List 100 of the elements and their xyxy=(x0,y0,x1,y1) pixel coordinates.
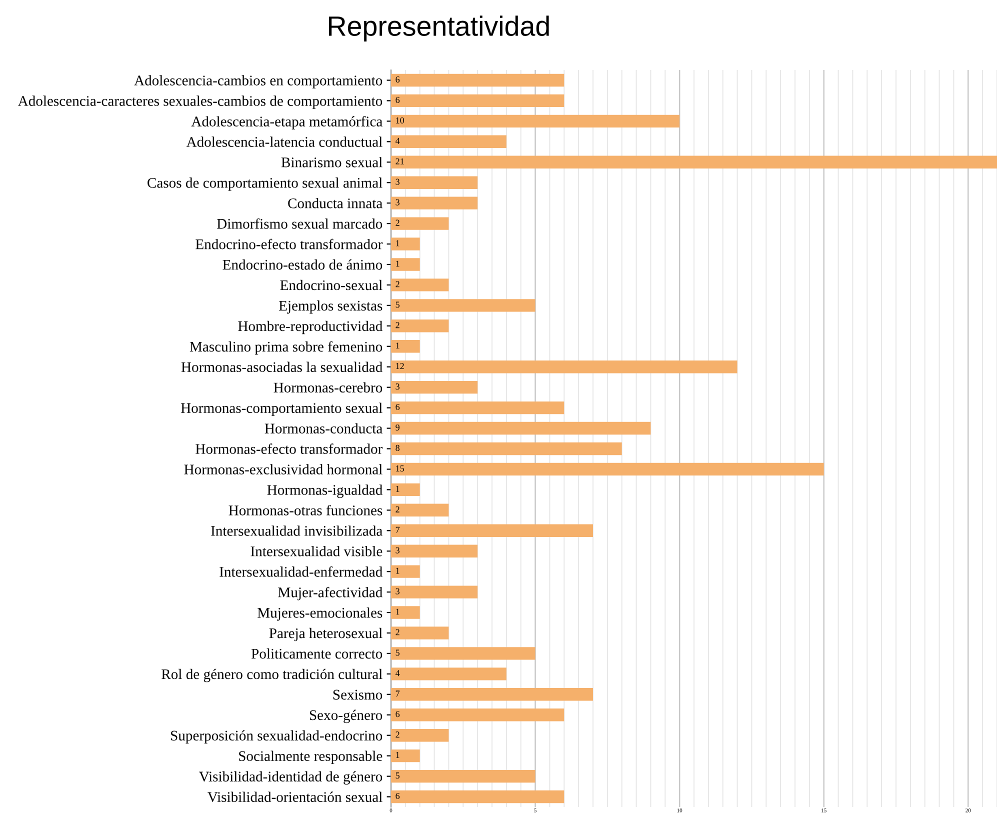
data-label: 3 xyxy=(396,547,400,554)
bar xyxy=(391,135,506,148)
y-tick-label: Conducta innata xyxy=(288,198,382,208)
data-label: 1 xyxy=(396,486,400,492)
data-label: 1 xyxy=(396,240,400,246)
data-label: 3 xyxy=(396,384,400,390)
bar xyxy=(391,320,449,332)
data-label: 2 xyxy=(396,220,400,226)
y-tick-label: Binarismo sexual xyxy=(281,157,382,168)
data-label: 6 xyxy=(396,76,400,82)
data-label: 2 xyxy=(396,629,400,636)
data-label: 1 xyxy=(396,608,400,615)
bar xyxy=(391,462,824,476)
bar xyxy=(391,114,680,128)
y-tick-label: Hormonas-exclusividad hormonal xyxy=(184,464,382,474)
data-label: 3 xyxy=(396,199,400,206)
bar xyxy=(391,278,449,292)
bar xyxy=(391,258,420,271)
y-tick-label: Hormonas-conducta xyxy=(264,423,382,434)
bar xyxy=(391,380,478,394)
bar xyxy=(391,483,420,496)
y-tick-label: Adolescencia-cambios en comportamiento xyxy=(134,75,382,88)
bar xyxy=(391,504,449,516)
y-tick-label: Hormonas-comportamiento sexual xyxy=(180,402,382,416)
bar xyxy=(391,196,478,210)
bar xyxy=(391,156,997,168)
y-tick-label: Sexo-género xyxy=(310,710,382,724)
bar xyxy=(391,770,536,783)
data-label: 15 xyxy=(396,465,404,472)
bar xyxy=(391,360,738,374)
data-label: 7 xyxy=(396,526,400,533)
data-label: 1 xyxy=(396,260,400,267)
data-label: 5 xyxy=(396,650,400,656)
bar xyxy=(391,74,564,87)
bar xyxy=(391,238,420,250)
data-label: 10 xyxy=(396,117,404,124)
y-tick-label: Adolescencia-latencia conductual xyxy=(186,136,382,147)
y-tick-label: Mujeres-emocionales xyxy=(258,607,382,621)
data-label: 3 xyxy=(396,178,400,185)
data-label: 8 xyxy=(396,444,400,451)
data-label: 2 xyxy=(396,732,400,738)
bar xyxy=(391,606,420,619)
bar xyxy=(391,647,536,660)
bar xyxy=(391,544,478,558)
data-label: 2 xyxy=(396,322,400,328)
y-tick-label: Hormonas-efecto transformador xyxy=(196,444,383,454)
y-tick-label: Socialmente responsable xyxy=(239,750,382,764)
bar xyxy=(391,176,478,189)
y-tick-label: Rol de género como tradición cultural xyxy=(162,668,382,682)
bar xyxy=(391,729,449,742)
y-tick-label: Pareja heterosexual xyxy=(269,628,382,642)
data-label: 12 xyxy=(396,363,404,370)
y-tick-label: Intersexualidad-enfermedad xyxy=(220,566,382,577)
data-label: 2 xyxy=(396,506,400,512)
data-label: 6 xyxy=(396,792,400,800)
bar xyxy=(391,565,420,578)
y-tick-label: Casos de comportamiento sexual animal xyxy=(148,178,382,191)
y-tick-label: Hormonas-cerebro xyxy=(274,382,382,393)
data-label: 1 xyxy=(396,342,400,349)
y-tick-label: Intersexualidad visible xyxy=(250,546,382,556)
y-tick-label: Endocrino-sexual xyxy=(280,280,382,290)
bar xyxy=(391,401,564,414)
data-label: 6 xyxy=(396,404,400,410)
y-tick-label: Adolescencia-etapa metamórfica xyxy=(191,116,382,130)
bar xyxy=(391,422,651,435)
bar xyxy=(391,340,420,353)
y-tick-label: Mujer-afectividad xyxy=(278,586,382,600)
data-label: 3 xyxy=(396,588,400,594)
y-tick-label: Visibilidad-identidad de género xyxy=(199,771,382,785)
y-tick-label: Superposición sexualidad-endocrino xyxy=(171,730,382,744)
y-tick-label: Endocrino-estado de ánimo xyxy=(222,259,382,270)
y-tick-label: Politicamente correcto xyxy=(251,648,382,659)
bar xyxy=(391,524,593,537)
data-label: 6 xyxy=(396,711,400,718)
y-tick-label: Sexismo xyxy=(333,690,382,700)
bar xyxy=(391,217,449,230)
y-tick-label: Masculino prima sobre femenino xyxy=(190,341,382,355)
bar xyxy=(391,442,622,456)
y-tick-label: Hormonas-asociadas la sexualidad xyxy=(181,362,382,372)
data-label: 1 xyxy=(396,752,400,758)
bar xyxy=(391,94,564,108)
data-label: 21 xyxy=(396,158,404,164)
y-tick-label: Endocrino-efecto transformador xyxy=(196,238,383,250)
bar xyxy=(391,626,449,640)
data-label: 5 xyxy=(396,772,400,779)
data-label: 5 xyxy=(396,302,400,308)
data-label: 2 xyxy=(396,281,400,288)
bar xyxy=(391,790,564,804)
data-label: 4 xyxy=(396,138,400,144)
data-label: 1 xyxy=(396,568,400,574)
y-tick-label: Hormonas-otras funciones xyxy=(228,504,382,516)
bar xyxy=(391,586,478,598)
data-label: 7 xyxy=(396,690,400,697)
y-tick-label: Hombre-reproductividad xyxy=(238,320,382,334)
data-label: 4 xyxy=(396,670,400,676)
bar xyxy=(391,668,506,680)
y-tick-label: Dimorfismo sexual marcado xyxy=(217,218,382,229)
y-tick-label: Adolescencia-caracteres sexuales-cambios de comportamiento xyxy=(18,96,382,109)
bar xyxy=(391,749,420,762)
y-tick-label: Hormonas-igualdad xyxy=(267,484,382,498)
